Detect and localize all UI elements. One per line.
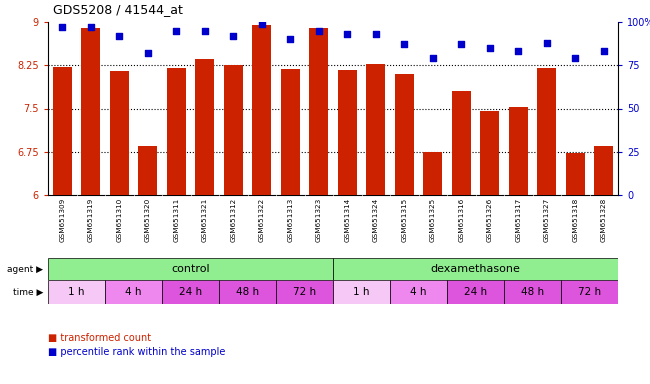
Point <box>484 45 495 51</box>
Text: GSM651314: GSM651314 <box>344 198 350 242</box>
Text: GSM651318: GSM651318 <box>572 198 578 242</box>
Text: ■ percentile rank within the sample: ■ percentile rank within the sample <box>48 347 226 357</box>
Text: GSM651326: GSM651326 <box>487 198 493 242</box>
Bar <box>333 258 618 280</box>
Bar <box>338 70 356 195</box>
Point <box>86 24 96 30</box>
Text: 48 h: 48 h <box>521 287 544 297</box>
Point <box>399 41 410 48</box>
Bar <box>110 71 129 195</box>
Bar <box>219 280 276 304</box>
Bar <box>196 60 214 195</box>
Point <box>257 21 267 27</box>
Point <box>285 36 296 42</box>
Point <box>456 41 467 48</box>
Bar <box>309 28 328 195</box>
Bar <box>138 146 157 195</box>
Text: 24 h: 24 h <box>464 287 487 297</box>
Bar <box>224 65 242 195</box>
Point <box>370 31 381 37</box>
Point <box>513 48 523 55</box>
Bar <box>48 258 333 280</box>
Bar <box>504 280 561 304</box>
Point <box>599 48 609 55</box>
Text: GSM651325: GSM651325 <box>430 198 436 242</box>
Text: GSM651319: GSM651319 <box>88 198 94 242</box>
Text: 4 h: 4 h <box>410 287 427 297</box>
Text: GSM651322: GSM651322 <box>259 198 265 242</box>
Point <box>313 28 324 34</box>
Text: GSM651320: GSM651320 <box>145 198 151 242</box>
Point <box>228 33 239 39</box>
Text: 1 h: 1 h <box>68 287 84 297</box>
Bar <box>566 154 584 195</box>
Text: GSM651323: GSM651323 <box>316 198 322 242</box>
Text: 48 h: 48 h <box>236 287 259 297</box>
Text: GSM651311: GSM651311 <box>174 198 179 242</box>
Bar <box>395 74 413 195</box>
Point <box>57 24 68 30</box>
Bar <box>333 280 390 304</box>
Text: GSM651315: GSM651315 <box>401 198 408 242</box>
Bar <box>452 91 471 195</box>
Text: GSM651317: GSM651317 <box>515 198 521 242</box>
Point <box>171 28 181 34</box>
Bar <box>53 67 72 195</box>
Text: GSM651327: GSM651327 <box>544 198 550 242</box>
Text: control: control <box>171 264 210 274</box>
Bar <box>390 280 447 304</box>
Bar <box>162 280 219 304</box>
Text: GSM651324: GSM651324 <box>372 198 379 242</box>
Point <box>200 28 210 34</box>
Text: GSM651309: GSM651309 <box>59 198 65 242</box>
Text: 24 h: 24 h <box>179 287 202 297</box>
Bar <box>81 28 100 195</box>
Bar <box>480 111 499 195</box>
Text: GSM651312: GSM651312 <box>230 198 236 242</box>
Text: agent ▶: agent ▶ <box>7 265 43 273</box>
Text: 4 h: 4 h <box>125 287 142 297</box>
Text: GSM651321: GSM651321 <box>202 198 208 242</box>
Point <box>428 55 438 61</box>
Bar <box>509 108 528 195</box>
Bar <box>276 280 333 304</box>
Point <box>114 33 124 39</box>
Bar <box>48 280 105 304</box>
Text: time ▶: time ▶ <box>12 288 43 296</box>
Bar <box>367 63 385 195</box>
Point <box>541 40 552 46</box>
Text: GSM651313: GSM651313 <box>287 198 293 242</box>
Text: GDS5208 / 41544_at: GDS5208 / 41544_at <box>53 3 183 16</box>
Bar <box>105 280 162 304</box>
Text: GSM651316: GSM651316 <box>458 198 464 242</box>
Text: 72 h: 72 h <box>293 287 316 297</box>
Bar <box>595 146 613 195</box>
Bar <box>252 25 271 195</box>
Bar <box>561 280 618 304</box>
Text: GSM651328: GSM651328 <box>601 198 606 242</box>
Text: 72 h: 72 h <box>578 287 601 297</box>
Text: ■ transformed count: ■ transformed count <box>48 333 151 343</box>
Bar <box>281 69 300 195</box>
Bar <box>167 68 185 195</box>
Point <box>570 55 580 61</box>
Bar <box>424 152 442 195</box>
Bar <box>447 280 504 304</box>
Point <box>342 31 352 37</box>
Text: 1 h: 1 h <box>353 287 370 297</box>
Point <box>142 50 153 56</box>
Bar <box>538 68 556 195</box>
Text: GSM651310: GSM651310 <box>116 198 122 242</box>
Text: dexamethasone: dexamethasone <box>430 264 521 274</box>
